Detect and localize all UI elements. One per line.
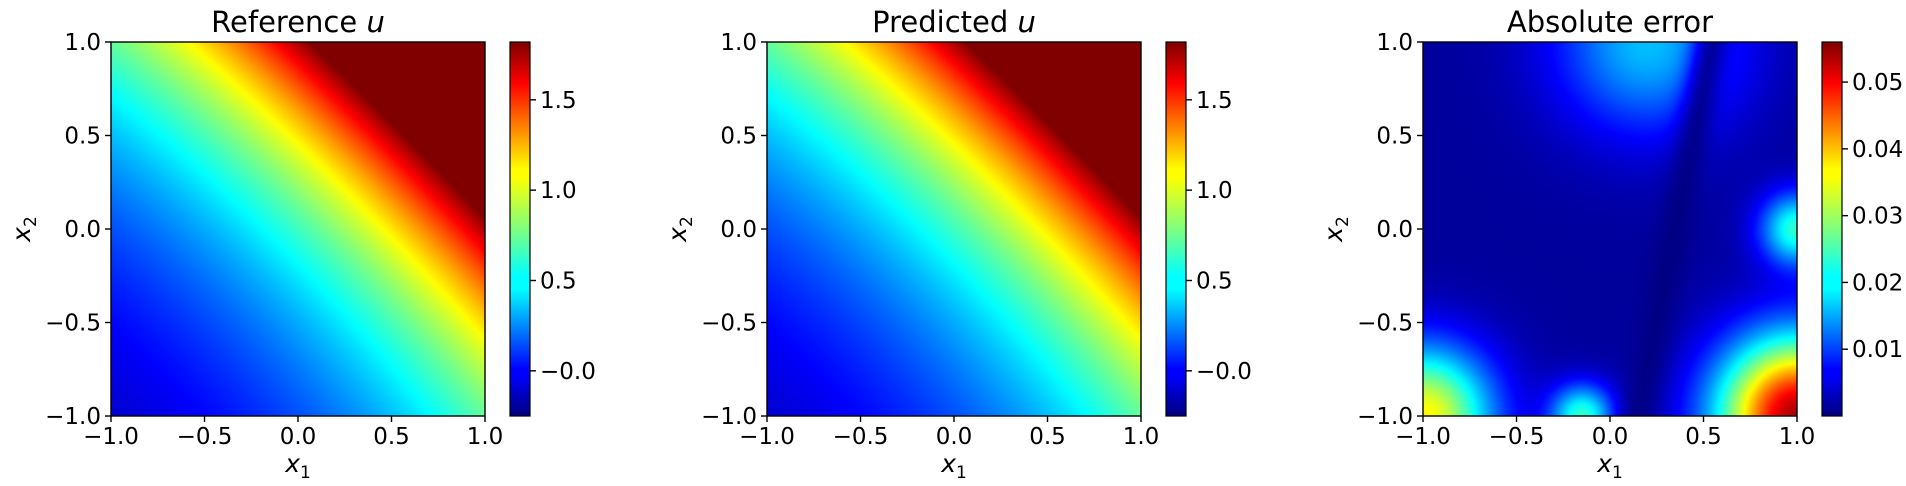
x-axis: −1.0 −0.5 0.0 0.5 1.0 (1395, 416, 1815, 450)
colorbar-axis: −0.0 0.5 1.0 1.5 (530, 88, 596, 385)
colorbar-tick-label: 0.04 (1852, 137, 1903, 163)
y-axis-label: x2 (7, 216, 41, 243)
y-tick-label: 0.5 (1376, 124, 1413, 150)
colorbar-tick-label: 0.01 (1852, 337, 1903, 363)
colorbar-axis: −0.0 0.5 1.0 1.5 (1186, 88, 1252, 385)
x-tick-label: 0.5 (1685, 424, 1722, 450)
colorbar-tick-label: 0.5 (540, 268, 577, 294)
x-axis-label: x1 (940, 449, 967, 483)
x-axis-label: x1 (284, 449, 311, 483)
panel-predicted: Predicted u −1.0 −0.5 0.0 0.5 1.0 −1.0 −0.5 0.… (663, 5, 1252, 483)
x-tick-label: 0.0 (936, 424, 973, 450)
y-tick-label: −0.5 (45, 311, 101, 337)
y-tick-label: 1.0 (1376, 30, 1413, 56)
x-tick-label: −0.5 (1489, 424, 1545, 450)
heatmap-image (111, 42, 485, 416)
chart-title: Predicted u (872, 5, 1036, 39)
colorbar-tick-label: 1.5 (1196, 88, 1233, 114)
colorbar-tick-label: 1.0 (540, 178, 577, 204)
x-tick-label: 1.0 (467, 424, 504, 450)
x-tick-label: 1.0 (1123, 424, 1160, 450)
colorbar-tick-label: 1.0 (1196, 178, 1233, 204)
y-tick-label: 0.0 (64, 217, 101, 243)
x-axis: −1.0 −0.5 0.0 0.5 1.0 (739, 416, 1159, 450)
colorbar-tick-label: 0.02 (1852, 270, 1903, 296)
x-tick-label: −1.0 (1395, 424, 1451, 450)
colorbar-tick-label: 0.05 (1852, 70, 1903, 96)
x-axis-label: x1 (1596, 449, 1623, 483)
panel-error: Absolute error −1.0 −0.5 0.0 0.5 1.0 −1.0 −0.… (1319, 5, 1903, 483)
y-tick-label: −1.0 (701, 404, 757, 430)
y-axis: −1.0 −0.5 0.0 0.5 1.0 (45, 30, 111, 430)
y-tick-label: 1.0 (720, 30, 757, 56)
y-axis: −1.0 −0.5 0.0 0.5 1.0 (1357, 30, 1423, 430)
y-tick-label: −1.0 (45, 404, 101, 430)
x-tick-label: 0.0 (1592, 424, 1629, 450)
colorbar (1821, 41, 1843, 417)
x-tick-label: 0.5 (1029, 424, 1066, 450)
x-tick-label: 0.0 (280, 424, 317, 450)
y-tick-label: −0.5 (1357, 311, 1413, 337)
y-tick-label: 1.0 (64, 30, 101, 56)
x-tick-label: −0.5 (833, 424, 889, 450)
colorbar-tick-label: 0.5 (1196, 268, 1233, 294)
y-axis-label: x2 (1319, 216, 1353, 243)
x-tick-label: −1.0 (739, 424, 795, 450)
colorbar-tick-label: −0.0 (1196, 359, 1252, 385)
colorbar-tick-label: 1.5 (540, 88, 577, 114)
x-tick-label: −1.0 (83, 424, 139, 450)
y-tick-label: 0.0 (720, 217, 757, 243)
chart-title: Reference u (211, 5, 385, 39)
heatmap-image (1423, 42, 1797, 416)
colorbar (1165, 41, 1187, 417)
x-tick-label: −0.5 (177, 424, 233, 450)
y-axis: −1.0 −0.5 0.0 0.5 1.0 (701, 30, 767, 430)
x-tick-label: 0.5 (373, 424, 410, 450)
x-axis: −1.0 −0.5 0.0 0.5 1.0 (83, 416, 503, 450)
x-tick-label: 1.0 (1779, 424, 1816, 450)
y-tick-label: −1.0 (1357, 404, 1413, 430)
colorbar-tick-label: −0.0 (540, 359, 596, 385)
y-tick-label: 0.0 (1376, 217, 1413, 243)
y-tick-label: 0.5 (720, 124, 757, 150)
y-axis-label: x2 (663, 216, 697, 243)
y-tick-label: −0.5 (701, 311, 757, 337)
panel-reference: Reference u −1.0 −0.5 0.0 0.5 1.0 −1.0 −0.5 0.… (7, 5, 596, 483)
colorbar-tick-label: 0.03 (1852, 204, 1903, 230)
y-tick-label: 0.5 (64, 124, 101, 150)
heatmap-image (767, 42, 1141, 416)
chart-title: Absolute error (1507, 5, 1713, 39)
colorbar (509, 41, 531, 417)
colorbar-axis: 0.01 0.02 0.03 0.04 0.05 (1842, 70, 1903, 363)
